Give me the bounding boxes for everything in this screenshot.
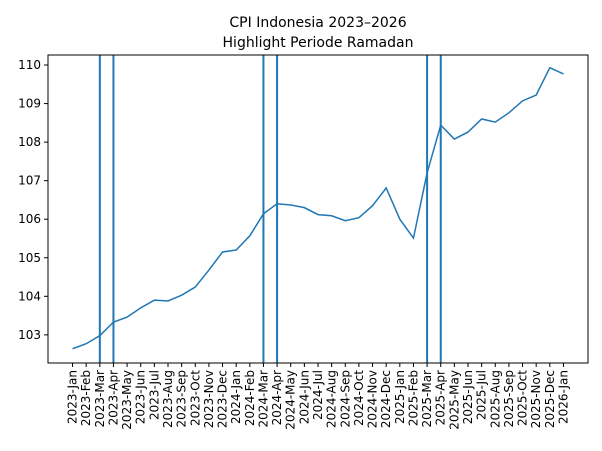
x-tick-label: 2024-Sep xyxy=(338,370,352,428)
x-tick-label: 2025-Nov xyxy=(529,370,543,428)
plot-frame xyxy=(47,54,589,364)
x-tick-label: 2023-Jul xyxy=(147,370,161,420)
x-tick-label: 2024-Jan xyxy=(229,370,243,424)
x-tick-label: 2025-Feb xyxy=(406,370,420,426)
x-tick-label: 2024-Oct xyxy=(352,370,366,426)
x-tick-label: 2025-Jan xyxy=(393,370,407,424)
x-tick-label: 2023-Sep xyxy=(175,370,189,428)
x-tick-label: 2025-Apr xyxy=(434,370,448,425)
y-tick-label: 107 xyxy=(18,174,41,188)
chart-title: CPI Indonesia 2023–2026 xyxy=(229,15,406,31)
chart-subtitle: Highlight Periode Ramadan xyxy=(223,35,414,51)
x-tick-label: 2023-Oct xyxy=(188,370,202,426)
x-tick-label: 2024-Apr xyxy=(270,370,284,425)
x-tick-label: 2023-Dec xyxy=(216,370,230,428)
x-tick-label: 2025-Oct xyxy=(516,370,530,426)
y-tick-label: 108 xyxy=(18,135,41,149)
x-tick-label: 2023-Jan xyxy=(66,370,80,424)
x-tick-label: 2025-Sep xyxy=(502,370,516,428)
y-tick-label: 106 xyxy=(18,212,41,226)
y-tick-label: 103 xyxy=(18,328,41,342)
y-tick-label: 109 xyxy=(18,97,41,111)
x-tick-label: 2025-Mar xyxy=(420,370,434,428)
x-tick-label: 2023-Feb xyxy=(79,370,93,426)
x-tick-label: 2025-Jun xyxy=(461,370,475,424)
x-tick-label: 2024-Aug xyxy=(325,370,339,428)
x-tick-label: 2023-Apr xyxy=(106,370,120,425)
x-tick-label: 2023-Mar xyxy=(93,370,107,428)
y-tick-label: 105 xyxy=(18,251,41,265)
x-tick-label: 2023-Jun xyxy=(134,370,148,424)
x-tick-label: 2024-Jul xyxy=(311,370,325,420)
x-tick-label: 2023-May xyxy=(120,370,134,430)
x-tick-label: 2024-Jun xyxy=(297,370,311,424)
x-tick-label: 2025-Aug xyxy=(488,370,502,428)
x-tick-label: 2023-Aug xyxy=(161,370,175,428)
x-tick-label: 2024-Mar xyxy=(256,370,270,428)
x-tick-label: 2024-May xyxy=(284,370,298,430)
x-tick-label: 2024-Feb xyxy=(243,370,257,426)
x-tick-label: 2024-Nov xyxy=(366,370,380,428)
x-tick-label: 2026-Jan xyxy=(556,370,570,424)
x-tick-label: 2023-Nov xyxy=(202,370,216,428)
y-tick-label: 110 xyxy=(18,58,41,72)
x-tick-label: 2025-Jul xyxy=(475,370,489,420)
x-tick-label: 2025-Dec xyxy=(543,370,557,428)
x-tick-label: 2024-Dec xyxy=(379,370,393,428)
x-tick-label: 2025-May xyxy=(447,370,461,430)
y-tick-label: 104 xyxy=(18,289,41,303)
data-line xyxy=(72,66,564,350)
